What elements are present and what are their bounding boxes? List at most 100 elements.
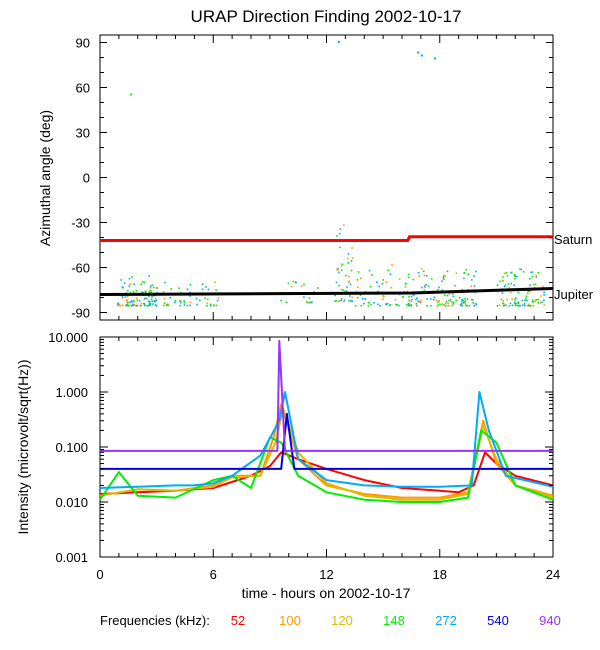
angle-point [351, 257, 354, 259]
angle-point [148, 290, 150, 292]
angle-point [460, 304, 462, 307]
angle-point [376, 281, 378, 283]
angle-point [535, 274, 537, 277]
angle-point [407, 273, 410, 276]
angle-point [133, 303, 136, 306]
x-tick-label: 18 [433, 567, 447, 582]
angle-point [307, 302, 309, 304]
angle-point [455, 299, 457, 302]
angle-point [445, 300, 448, 303]
angle-point [499, 280, 501, 283]
angle-point [415, 298, 417, 301]
angle-point [435, 299, 438, 302]
angle-point [391, 264, 393, 266]
angle-point [178, 287, 180, 289]
angle-point [440, 303, 442, 306]
angle-point [363, 302, 365, 305]
angle-point [386, 302, 389, 305]
legend-item-52: 52 [231, 613, 245, 628]
angle-point [496, 284, 499, 286]
angle-point [430, 304, 432, 307]
angle-point [140, 283, 142, 286]
angle-point [405, 282, 407, 285]
jupiter-label: Jupiter [554, 287, 594, 302]
angle-point [527, 292, 529, 295]
angle-point [155, 287, 158, 289]
angle-point [351, 296, 353, 299]
angle-point [183, 301, 186, 304]
angle-point [350, 260, 353, 262]
angle-point [534, 300, 536, 303]
angle-point [537, 272, 540, 274]
angle-point [148, 291, 151, 294]
intensity-series-100 [99, 403, 554, 499]
angle-point [132, 291, 135, 293]
angle-point [140, 304, 142, 307]
angle-point [452, 303, 454, 305]
angle-point [303, 296, 305, 298]
angle-point [475, 303, 477, 305]
angle-point [463, 301, 466, 303]
angle-point [514, 275, 517, 277]
angle-point [385, 281, 388, 284]
angle-point [343, 224, 345, 226]
angle-point [136, 299, 139, 302]
angle-point [430, 298, 432, 300]
angle-outlier-point [434, 57, 437, 60]
angle-point [127, 304, 129, 307]
angle-point [143, 281, 146, 284]
angle-point [126, 302, 129, 304]
angle-point [455, 272, 458, 274]
angle-point [128, 277, 131, 280]
angle-point [425, 284, 427, 286]
angle-point [463, 271, 466, 274]
angle-point [412, 278, 415, 281]
angle-point [507, 283, 510, 285]
angle-point [535, 299, 537, 301]
angle-point [471, 298, 473, 301]
angle-point [424, 286, 426, 289]
intensity-series-52 [99, 451, 554, 495]
angle-point [287, 282, 290, 285]
legend-label: Frequencies (kHz): [100, 613, 210, 628]
angle-point [527, 290, 529, 292]
reference-line-saturn [100, 235, 553, 242]
angle-point [149, 304, 152, 306]
angle-point [136, 304, 139, 307]
angle-point [196, 303, 198, 306]
angle-point [423, 289, 426, 292]
angle-point [186, 304, 189, 307]
reference-line-jupiter [99, 287, 554, 296]
angle-point [126, 295, 129, 298]
angle-point [350, 299, 352, 302]
top-y-tick-label: -30 [71, 216, 90, 231]
angle-point [501, 292, 504, 294]
angle-point [387, 269, 389, 272]
angle-point [433, 298, 435, 301]
angle-point [348, 300, 350, 302]
angle-point [504, 304, 507, 307]
angle-point [340, 288, 343, 291]
angle-point [441, 303, 444, 305]
angle-point [368, 301, 370, 304]
angle-point [336, 235, 338, 237]
angle-point [406, 290, 409, 293]
angle-point [504, 284, 507, 286]
angle-point [445, 302, 447, 305]
angle-point [140, 302, 142, 305]
angle-point [338, 271, 340, 274]
angle-point [126, 299, 129, 302]
angle-point [303, 283, 305, 286]
angle-point [150, 298, 153, 301]
angle-point [381, 283, 384, 285]
angle-point [125, 304, 127, 307]
angle-point [447, 302, 449, 305]
saturn-label: Saturn [554, 232, 592, 247]
angle-point [149, 303, 151, 305]
angle-point [205, 286, 207, 288]
angle-point [348, 280, 351, 283]
angle-point [410, 300, 412, 303]
angle-point [466, 305, 468, 307]
angle-point [189, 304, 191, 307]
angle-point [141, 280, 144, 283]
